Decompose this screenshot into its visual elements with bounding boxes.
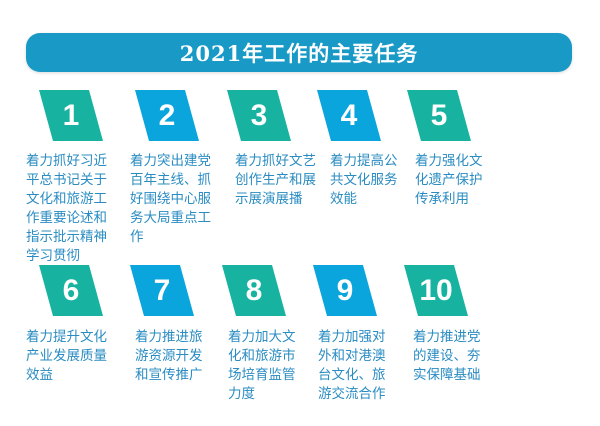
task-description: 着力提升文化产业发展质量效益 [26, 329, 107, 383]
parallelogram-shape [39, 265, 103, 316]
task-number-badge: 8 [222, 265, 286, 316]
parallelogram-shape [39, 90, 103, 141]
parallelogram-shape [130, 265, 194, 316]
task-number: 2 [158, 98, 176, 132]
title-banner: 2021年工作的主要任务 [26, 33, 572, 72]
task-number-badge: 6 [39, 265, 103, 316]
task-number: 7 [153, 273, 171, 307]
task-number: 10 [419, 273, 453, 307]
parallelogram-shape [313, 265, 377, 316]
task-number-badge: 3 [227, 90, 291, 141]
task-description: 着力推进党的建设、夯实保障基础 [413, 329, 481, 383]
task-number: 1 [62, 98, 80, 132]
parallelogram-shape [227, 90, 291, 141]
task-number: 4 [340, 98, 358, 132]
task-number-badge: 1 [39, 90, 103, 141]
parallelogram-shape [135, 90, 199, 141]
parallelogram-shape [407, 90, 471, 141]
task-number: 8 [245, 273, 263, 307]
page-title: 2021年工作的主要任务 [179, 40, 419, 66]
parallelogram-shape [317, 90, 381, 141]
task-description: 着力强化文化遗产保护传承利用 [415, 153, 483, 207]
task-description: 着力加强对外和对港澳台文化、旅游交流合作 [318, 329, 386, 402]
task-number: 6 [62, 273, 80, 307]
task-number-badge: 2 [135, 90, 199, 141]
task-number: 5 [430, 98, 448, 132]
task-description: 着力推进旅游资源开发和宣传推广 [135, 329, 203, 383]
task-description: 着力抓好文艺创作生产和展示展演展播 [235, 153, 316, 207]
task-number: 3 [250, 98, 268, 132]
task-number-badge: 10 [404, 265, 468, 316]
task-number-badge: 9 [313, 265, 377, 316]
task-description: 着力抓好习近平总书记关于文化和旅游工作重要论述和指示批示精神学习贯彻 [26, 153, 107, 264]
parallelogram-shape [222, 265, 286, 316]
parallelogram-shape [404, 265, 468, 316]
task-number-badge: 4 [317, 90, 381, 141]
task-number-badge: 5 [407, 90, 471, 141]
task-number-badge: 7 [130, 265, 194, 316]
task-description: 着力加大文化和旅游市场培育监管力度 [228, 329, 296, 402]
task-description: 着力突出建党百年主线、抓好围绕中心服务大局重点工作 [130, 153, 211, 245]
task-number: 9 [336, 273, 354, 307]
task-description: 着力提高公共文化服务效能 [330, 153, 398, 207]
